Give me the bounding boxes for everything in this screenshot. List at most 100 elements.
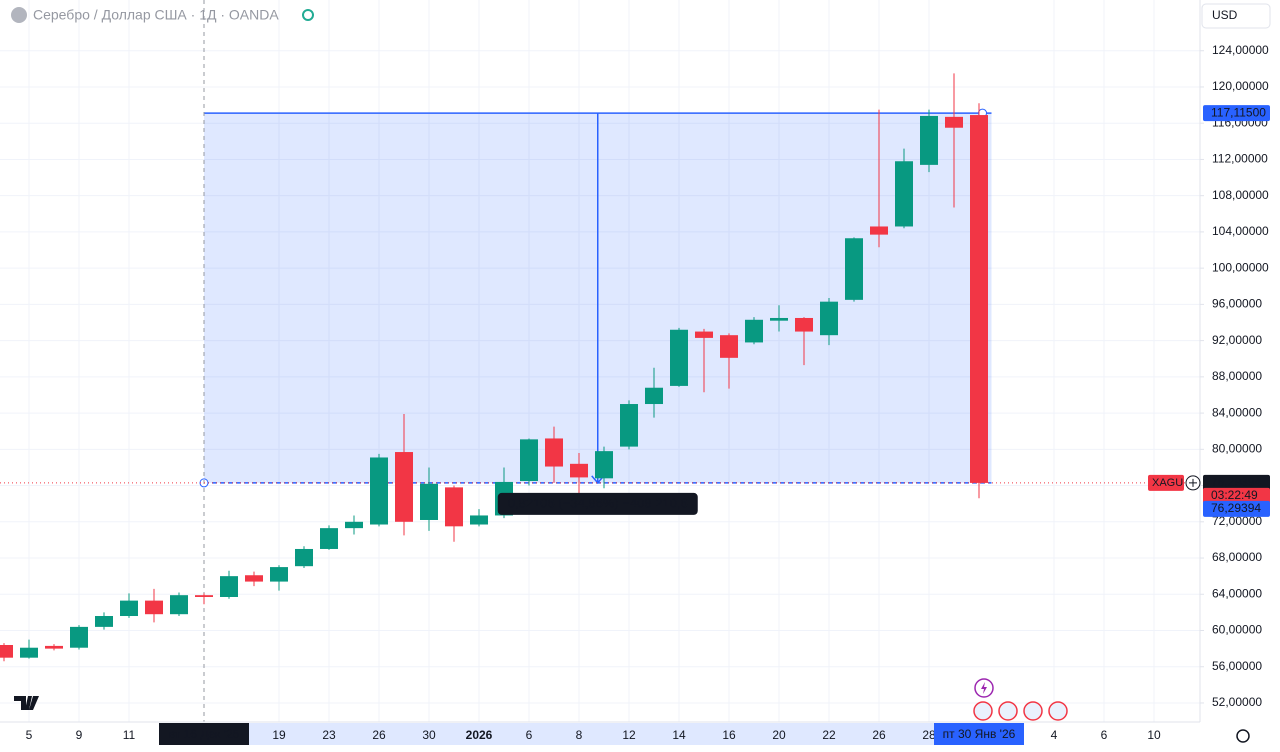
y-tick-label: 104,00000 — [1212, 224, 1269, 238]
x-tick-label: 19 — [272, 728, 286, 742]
x-tick-label: 5 — [26, 728, 33, 742]
candle-body — [520, 439, 538, 482]
x-tick-label: 6 — [526, 728, 533, 742]
x-tick-label: вт 16 Дек '25 — [169, 727, 240, 741]
add-alert-glyph — [1189, 478, 1197, 487]
candle-body — [0, 644, 13, 658]
currency-label[interactable]: USD — [1212, 8, 1238, 22]
price-label-box — [1203, 474, 1270, 491]
event-flag[interactable] — [1023, 701, 1043, 721]
x-tick-label: 14 — [672, 728, 686, 742]
events — [973, 678, 1250, 743]
settings-button[interactable] — [1236, 729, 1250, 743]
candle-body — [670, 329, 688, 386]
symbol-icon — [11, 7, 27, 23]
candle-body — [945, 116, 963, 128]
y-tick-label: 68,00000 — [1212, 550, 1262, 564]
candle-body — [595, 451, 613, 479]
price-label: 03:22:49 — [1211, 488, 1258, 502]
price-label-box — [1203, 500, 1270, 517]
x-tick-label: 30 — [422, 728, 436, 742]
candle-body — [820, 301, 838, 336]
market-status[interactable] — [302, 9, 314, 21]
x-tick-label: 22 — [822, 728, 836, 742]
y-tick-label: 80,00000 — [1212, 441, 1262, 455]
x-tick-label: 12 — [622, 728, 636, 742]
x-tick-label: 10 — [1147, 728, 1161, 742]
candle-body — [920, 115, 938, 165]
symbol-tag-box — [1148, 474, 1184, 491]
plot-area: 0,82106 (−34,86%) −408 210,6 — [0, 0, 1200, 722]
y-tick-label: 92,00000 — [1212, 333, 1262, 347]
event-flag[interactable] — [998, 701, 1018, 721]
event-flag[interactable] — [973, 701, 993, 721]
x-tick-label: 4 — [1051, 728, 1058, 742]
y-tick-label: 120,00000 — [1212, 79, 1269, 93]
measure-label: 0,82106 (−34,86%) −408 210,6 — [508, 495, 688, 510]
candle-body — [445, 487, 463, 527]
y-tick-label: 88,00000 — [1212, 369, 1262, 383]
candle-body — [270, 567, 288, 582]
candle-body — [345, 521, 363, 529]
symbol-tag: XAGU — [1152, 477, 1183, 489]
y-tick-label: 64,00000 — [1212, 586, 1262, 600]
x-tick-label: пт 30 Янв '26 — [943, 727, 1016, 741]
y-tick-label: 124,00000 — [1212, 43, 1269, 57]
candle-body — [470, 515, 488, 525]
candle-body — [195, 595, 213, 597]
candle-body — [895, 161, 913, 227]
tv-logo — [14, 696, 39, 710]
x-tick-label: 26 — [372, 728, 386, 742]
x-crosshair-box — [159, 723, 249, 745]
chart-title: Серебро / Доллар США · 1Д · OANDA — [33, 7, 279, 23]
y-tick-label: 56,00000 — [1212, 659, 1262, 673]
candle-body — [745, 319, 763, 343]
candle-body — [45, 645, 63, 649]
candle-body — [570, 463, 588, 478]
x-tick-label: 8 — [576, 728, 583, 742]
header: Серебро / Доллар США · 1Д · OANDA USD — [11, 3, 1271, 29]
x-tick-label: 28 — [922, 728, 936, 742]
candle-body — [845, 238, 863, 300]
candle-body — [220, 576, 238, 597]
x-tick-label: 9 — [76, 728, 83, 742]
candle-body — [720, 335, 738, 358]
candle-body — [420, 483, 438, 520]
x-range-band — [249, 723, 936, 745]
candle-body — [395, 452, 413, 522]
candle-body — [145, 600, 163, 615]
candle-body — [620, 404, 638, 447]
event-flag[interactable] — [1048, 701, 1068, 721]
candle-body — [120, 600, 138, 617]
x-tick-label: 26 — [872, 728, 886, 742]
y-tick-label: 72,00000 — [1212, 514, 1262, 528]
price-label-box — [1203, 105, 1270, 122]
x-tick-label: 20 — [772, 728, 786, 742]
y-tick-label: 112,00000 — [1212, 152, 1268, 166]
candle-body — [970, 115, 988, 483]
currency-button[interactable] — [1201, 3, 1271, 29]
event-glyph — [981, 682, 987, 694]
logo — [14, 696, 39, 710]
measure-label-box — [497, 492, 698, 515]
candle-body — [545, 438, 563, 467]
y-tick-label: 60,00000 — [1212, 623, 1262, 637]
x-crosshair-box — [934, 723, 1024, 745]
candle-body — [170, 595, 188, 615]
candle-body — [795, 317, 813, 332]
y-tick-label: 108,00000 — [1212, 188, 1269, 202]
candle-body — [645, 387, 663, 405]
x-tick-label: 23 — [322, 728, 336, 742]
candle-body — [870, 226, 888, 235]
candle-body — [70, 626, 88, 648]
grid — [0, 0, 1200, 722]
candle-body — [20, 647, 38, 658]
candle-body — [295, 548, 313, 567]
candle-body — [95, 616, 113, 627]
y-tick-label: 84,00000 — [1212, 405, 1262, 419]
price-label: 117,11500 — [1211, 105, 1266, 119]
candle-body — [245, 575, 263, 582]
candle-body — [320, 528, 338, 549]
